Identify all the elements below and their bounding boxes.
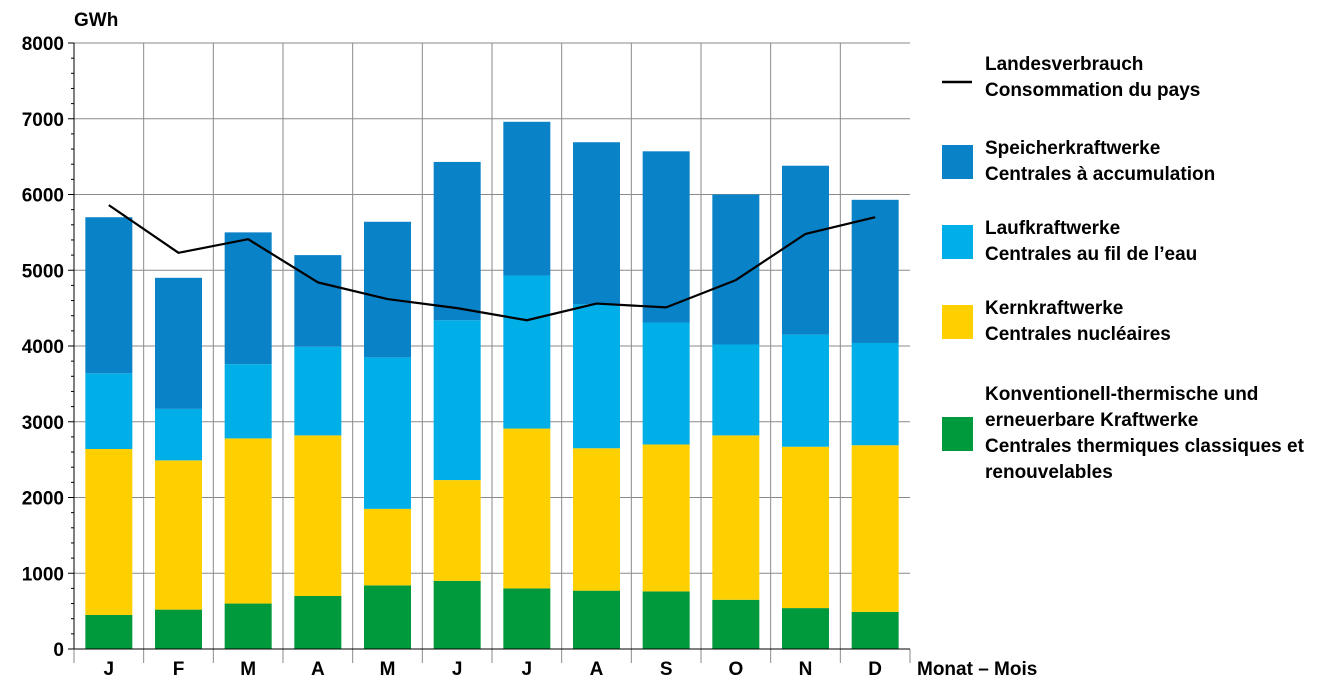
x-tick-label: J <box>522 659 533 680</box>
bar-segment <box>503 121 551 276</box>
bar-segment <box>433 320 481 481</box>
bar-segment <box>851 342 899 446</box>
legend-swatch-box <box>942 417 973 451</box>
legend-label: Konventionell-thermische und <box>985 384 1258 405</box>
x-tick-label: M <box>380 659 396 680</box>
legend-label: Consommation du pays <box>985 80 1200 101</box>
legend-label: Laufkraftwerke <box>985 218 1120 239</box>
grid-layer <box>74 42 910 649</box>
bar-segment <box>851 199 899 343</box>
bar-segment <box>573 304 620 449</box>
bar-segment <box>782 165 829 335</box>
bar-segment <box>433 161 481 321</box>
bar-segment <box>294 435 342 596</box>
legend-item: Landesverbrauch Consommation du pays <box>942 54 1200 101</box>
consumption-line <box>108 204 876 322</box>
x-tick-label: N <box>799 659 813 680</box>
bar-segment <box>433 480 481 581</box>
y-tick-label: 0 <box>53 640 64 661</box>
bar-segment <box>851 611 899 649</box>
y-tick-label: 3000 <box>22 413 64 434</box>
bar-segment <box>364 508 411 586</box>
x-tick-label: A <box>590 659 604 680</box>
bar-segment <box>433 580 481 649</box>
bar-segment <box>782 446 829 609</box>
bar-segment <box>782 608 829 649</box>
bar-segment <box>294 595 342 649</box>
x-axis-title: Monat – Mois <box>917 659 1037 680</box>
bar-segment <box>85 373 133 450</box>
line-layer <box>108 204 876 322</box>
bar-segment <box>712 435 760 600</box>
bar-segment <box>712 344 760 436</box>
y-tick-label: 1000 <box>22 564 64 585</box>
bar-segment <box>782 334 829 447</box>
bar-segment <box>155 277 202 409</box>
bar-segment <box>573 448 620 591</box>
x-tick-label: O <box>728 659 743 680</box>
bar-segment <box>712 599 760 649</box>
bar-segment <box>294 346 342 436</box>
bar-segment <box>155 609 202 649</box>
bar-segment <box>573 590 620 649</box>
bar-segment <box>85 614 133 649</box>
y-tick-label: 4000 <box>22 337 64 358</box>
legend-swatch-box <box>942 225 973 259</box>
legend-label: Centrales au fil de l’eau <box>985 244 1197 265</box>
bar-segment <box>364 221 411 358</box>
bar-segment <box>642 444 690 592</box>
axes-layer: 0 1000 2000 3000 4000 5000 6000 7000 8000 J F M A M J J… <box>22 34 911 680</box>
legend-swatch-box <box>942 145 973 179</box>
legend-swatch-box <box>942 305 973 339</box>
bar-segment <box>155 408 202 461</box>
bar-segment <box>85 449 133 615</box>
bar-segment <box>851 445 899 612</box>
bar-segment <box>503 588 551 649</box>
bar-segment <box>642 151 690 323</box>
legend: Landesverbrauch Consommation du pays Speic… <box>942 54 1305 483</box>
x-tick-label: F <box>173 659 185 680</box>
legend-label: Centrales thermiques classiques et <box>985 436 1305 457</box>
y-unit-label: GWh <box>74 10 118 31</box>
bar-segment <box>224 603 272 649</box>
x-tick-label: M <box>240 659 256 680</box>
bar-segment <box>294 255 342 347</box>
legend-label: renouvelables <box>985 462 1113 483</box>
bar-segment <box>85 217 133 374</box>
legend-label: Centrales à accumulation <box>985 164 1215 185</box>
bar-segment <box>642 591 690 649</box>
legend-label: Kernkraftwerke <box>985 298 1123 319</box>
legend-item: Kernkraftwerke Centrales nucléaires <box>942 298 1171 345</box>
x-tick-label: D <box>868 659 882 680</box>
bar-segment <box>364 585 411 649</box>
x-tick-label: J <box>104 659 115 680</box>
y-tick-label: 2000 <box>22 489 64 510</box>
x-tick-label: A <box>311 659 325 680</box>
y-tick-label: 8000 <box>22 34 64 55</box>
bar-segment <box>364 357 411 509</box>
x-tick-label: J <box>452 659 463 680</box>
legend-item: Speicherkraftwerke Centrales à accumulati… <box>942 138 1215 185</box>
bar-segment <box>503 275 551 429</box>
legend-label: Landesverbrauch <box>985 54 1143 75</box>
y-tick-label: 6000 <box>22 186 64 207</box>
legend-label: Speicherkraftwerke <box>985 138 1160 159</box>
legend-item: Laufkraftwerke Centrales au fil de l’eau <box>942 218 1197 265</box>
legend-label: erneuerbare Kraftwerke <box>985 410 1198 431</box>
bar-segment <box>224 364 272 439</box>
bar-segment <box>503 428 551 589</box>
y-tick-label: 5000 <box>22 261 64 282</box>
bars-layer <box>85 121 899 649</box>
bar-segment <box>224 232 272 365</box>
legend-label: Centrales nucléaires <box>985 324 1171 345</box>
bar-segment <box>155 460 202 610</box>
bar-segment <box>642 322 690 445</box>
bar-segment <box>573 142 620 305</box>
legend-item: Konventionell-thermische und erneuerbare … <box>942 384 1305 483</box>
x-tick-label: S <box>660 659 673 680</box>
y-tick-label: 7000 <box>22 110 64 131</box>
bar-segment <box>224 438 272 604</box>
